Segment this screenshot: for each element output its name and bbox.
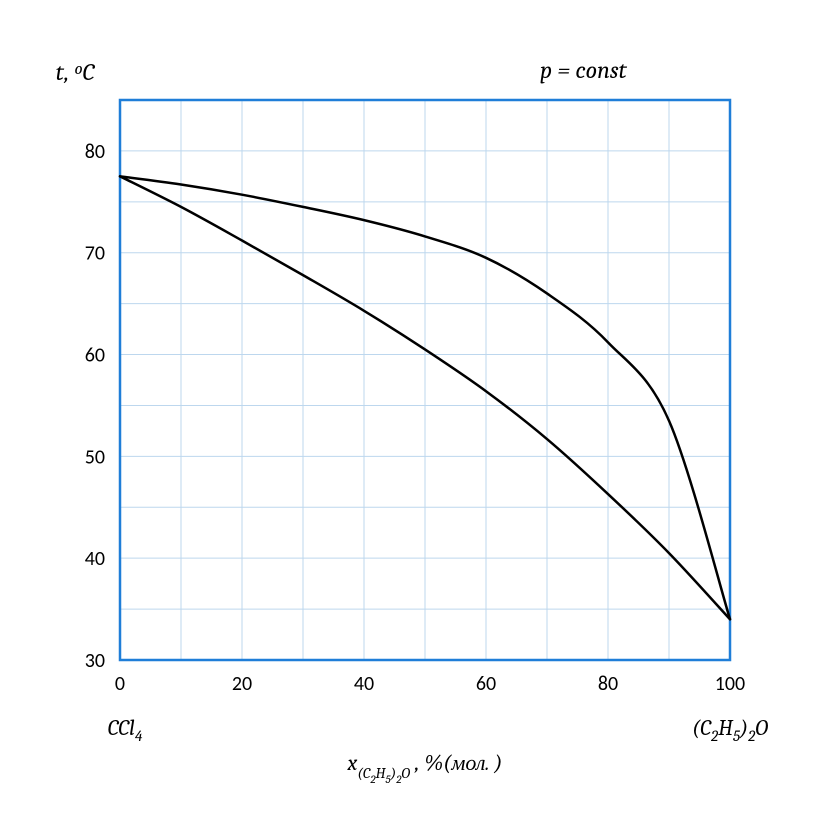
svg-text:50: 50: [85, 445, 105, 469]
svg-text:80: 80: [85, 140, 105, 164]
svg-text:40: 40: [354, 672, 374, 696]
x-right-compound: (C2H5)2O: [692, 715, 768, 745]
phase-diagram-chart: 020406080100304050607080p = constt, oCCC…: [0, 0, 834, 820]
svg-text:40: 40: [85, 547, 105, 571]
svg-text:80: 80: [598, 672, 618, 696]
svg-text:30: 30: [85, 649, 105, 673]
svg-text:60: 60: [85, 344, 105, 368]
svg-text:20: 20: [232, 672, 252, 696]
svg-text:100: 100: [715, 672, 745, 696]
svg-text:60: 60: [476, 672, 496, 696]
svg-text:70: 70: [85, 242, 105, 266]
pressure-annotation: p = const: [540, 56, 628, 84]
svg-text:0: 0: [115, 672, 125, 696]
